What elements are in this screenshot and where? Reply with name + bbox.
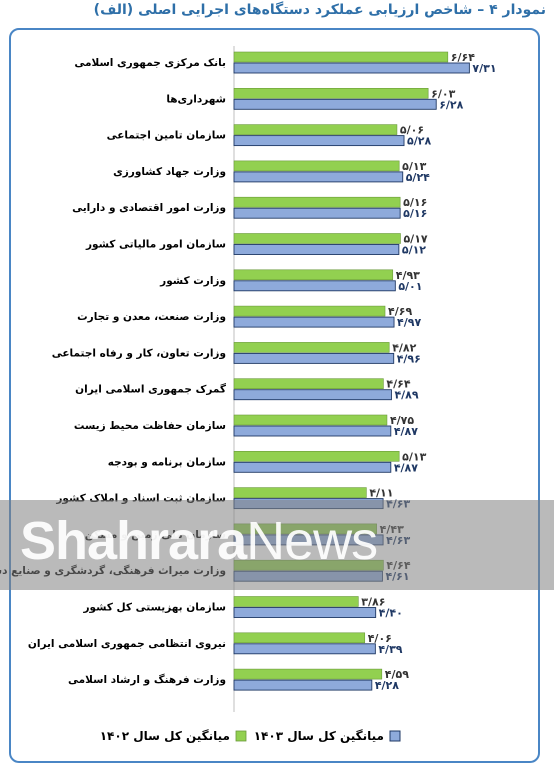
data-label-1403: ۵/۲۸ — [407, 135, 431, 148]
bar-1402 — [233, 88, 429, 99]
data-label-1403: ۴/۸۷ — [394, 461, 418, 474]
bar-1402 — [233, 632, 366, 644]
bar-1403 — [233, 425, 392, 437]
category-label: سازمان ثبت اسناد و املاک کشور — [55, 493, 226, 505]
data-label-1402: ۵/۱۷ — [403, 233, 427, 246]
bar-1403 — [233, 135, 405, 147]
bar-1402 — [233, 668, 383, 680]
bar-1403 — [233, 679, 373, 691]
data-label-1403: ۵/۱۲ — [402, 244, 426, 257]
category-label: سازمان تامین اجتماعی — [107, 130, 226, 142]
bar-1403 — [233, 643, 376, 655]
bar-1403 — [233, 389, 392, 401]
data-label-1403: ۴/۹۷ — [397, 316, 421, 329]
category-label: وزارت تعاون، کار و رفاه اجتماعی — [52, 347, 226, 359]
data-label-1403: ۴/۶۳ — [386, 498, 410, 511]
data-label-1402: ۴/۸۲ — [392, 341, 416, 354]
bar-1403 — [233, 352, 395, 364]
bar-1403 — [233, 570, 383, 582]
chart-frame — [9, 28, 540, 763]
data-label-1402: ۵/۰۶ — [400, 124, 424, 137]
bar-1403 — [233, 171, 404, 183]
category-label: گمرک جمهوری اسلامی ایران — [75, 383, 227, 396]
bar-1402 — [233, 414, 388, 426]
data-label-1402: ۴/۱۱ — [369, 487, 393, 500]
category-label: سازمان حفاظت محیط زیست — [74, 420, 226, 432]
data-label-1403: ۵/۲۴ — [406, 171, 430, 184]
chart-caption: نمودار ۴ – شاخص ارزیابی عملکرد دستگاه‌ها… — [93, 2, 546, 18]
data-label-1403: ۴/۴۰ — [379, 607, 403, 620]
data-label-1402: ۳/۸۶ — [361, 596, 385, 609]
bar-1402 — [233, 196, 401, 208]
bar-1402 — [233, 523, 377, 535]
data-label-1403: ۴/۸۷ — [394, 425, 418, 438]
data-label-1403: ۴/۶۱ — [385, 570, 409, 583]
category-label: وزارت امور اقتصادی و دارایی — [72, 202, 226, 214]
bar-1403 — [233, 62, 470, 74]
legend-swatch-1402 — [235, 730, 247, 742]
data-label-1402: ۵/۱۳ — [402, 160, 426, 173]
legend-label-1402: میانگین کل سال ۱۴۰۲ — [100, 729, 230, 743]
data-label-1402: ۴/۰۶ — [368, 632, 392, 645]
category-label: وزارت جهاد کشاورزی — [113, 166, 226, 178]
data-label-1403: ۴/۳۹ — [378, 643, 402, 656]
bar-1402 — [233, 596, 359, 607]
data-label-1403: ۴/۹۶ — [397, 352, 421, 365]
bar-1403 — [233, 498, 384, 510]
bar-1403 — [233, 280, 396, 292]
bar-1402 — [233, 124, 398, 135]
bar-1403 — [233, 316, 395, 328]
bar-1403 — [233, 207, 401, 219]
data-label-1403: ۷/۳۱ — [472, 62, 496, 75]
data-label-1402: ۴/۶۴ — [386, 378, 410, 391]
bar-1402 — [233, 342, 390, 353]
data-label-1403: ۴/۶۳ — [386, 534, 410, 547]
category-label: وزارت فرهنگ و ارشاد اسلامی — [68, 673, 226, 686]
bar-1403 — [233, 244, 400, 255]
data-label-1402: ۴/۶۹ — [388, 305, 412, 318]
bar-1402 — [233, 305, 386, 317]
category-label: نیروی انتظامی جمهوری اسلامی ایران — [28, 638, 226, 650]
category-label: شهرداری‌ها — [166, 93, 226, 105]
data-label-1402: ۵/۱۶ — [403, 196, 427, 209]
data-label-1402: ۶/۰۳ — [431, 87, 455, 100]
data-label-1402: ۴/۹۳ — [396, 269, 420, 282]
category-label: سازمان برنامه و بودجه — [108, 456, 226, 468]
legend-swatch-1403 — [389, 730, 401, 742]
category-label: بانک مرکزی جمهوری اسلامی — [74, 57, 226, 69]
data-label-1403: ۵/۱۶ — [403, 207, 427, 220]
bar-1403 — [233, 534, 384, 546]
data-label-1402: ۴/۵۹ — [385, 668, 409, 681]
category-label: وزارت میراث فرهنگی، گردشگری و صنایع دستی — [0, 564, 226, 577]
category-label: سازمان بهزیستی کل کشور — [82, 602, 226, 614]
bar-1402 — [233, 160, 400, 172]
bar-1402 — [233, 378, 384, 390]
legend-label-1403: میانگین کل سال ۱۴۰۳ — [254, 729, 384, 743]
bar-1403 — [233, 607, 377, 618]
category-label: سازمان امور مالیاتی کشور — [85, 239, 226, 251]
bar-1403 — [233, 98, 437, 110]
category-label: وزارت کشور — [159, 275, 226, 287]
bar-1403 — [233, 461, 392, 473]
bar-1402 — [233, 559, 384, 571]
bar-1402 — [233, 450, 400, 462]
data-label-1402: ۴/۷۵ — [390, 414, 414, 427]
data-label-1403: ۵/۰۱ — [398, 280, 422, 293]
data-label-1403: ۴/۸۹ — [394, 389, 418, 402]
data-label-1403: ۶/۲۸ — [439, 98, 463, 111]
bar-1402 — [233, 51, 449, 63]
bar-1402 — [233, 233, 401, 244]
data-label-1402: ۵/۱۳ — [402, 450, 426, 463]
category-label: سازمان ملی زمین و مسکن — [85, 529, 226, 541]
bar-1402 — [233, 269, 394, 281]
data-label-1402: ۶/۶۴ — [451, 51, 475, 64]
data-label-1403: ۴/۲۸ — [375, 679, 399, 692]
bar-1402 — [233, 487, 367, 498]
category-label: وزارت صنعت، معدن و تجارت — [77, 311, 226, 323]
